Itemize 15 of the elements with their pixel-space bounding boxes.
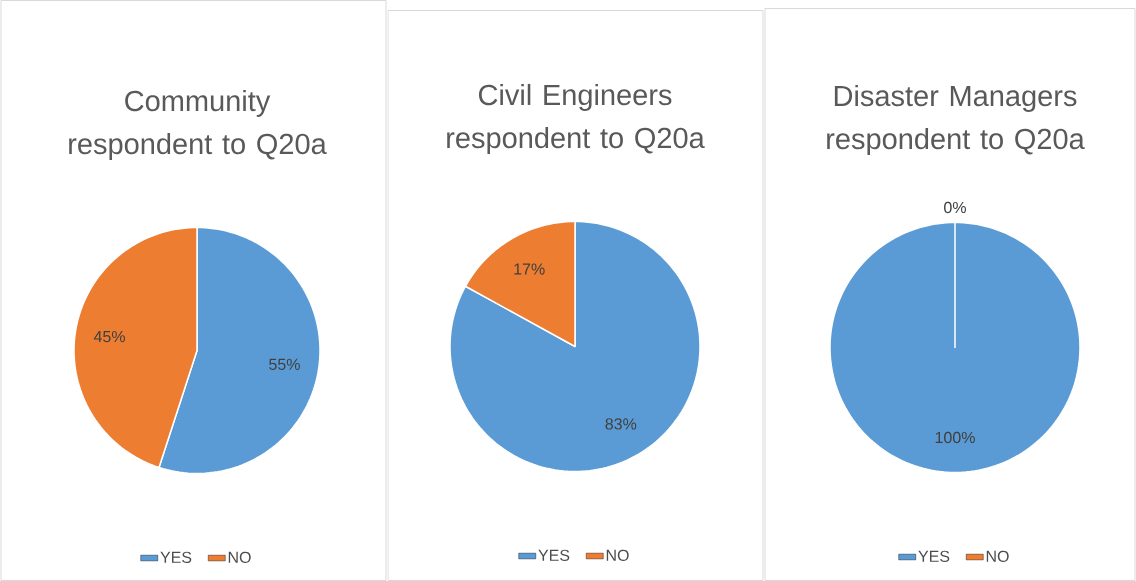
data-label: 45% [93, 331, 125, 343]
text: 0% [944, 201, 966, 214]
data-label: 83% [605, 418, 637, 430]
chart-title: Disaster Managers respondent to Q20a [827, 84, 1085, 155]
legend-label: YES [160, 551, 192, 564]
data-label: 55% [269, 358, 300, 370]
legend-label: NO [606, 549, 629, 562]
chart-title: Community respondent to Q20a [69, 89, 327, 160]
legend-label: YES [538, 549, 570, 562]
legend-label: YES [918, 550, 950, 563]
data-label: 17% [514, 263, 545, 275]
chart-title: Civil Engineers respondent to Q20a [447, 83, 705, 154]
data-label: 100% [935, 431, 975, 444]
legend-label: NO [228, 551, 251, 564]
legend-label: NO [986, 550, 1009, 563]
